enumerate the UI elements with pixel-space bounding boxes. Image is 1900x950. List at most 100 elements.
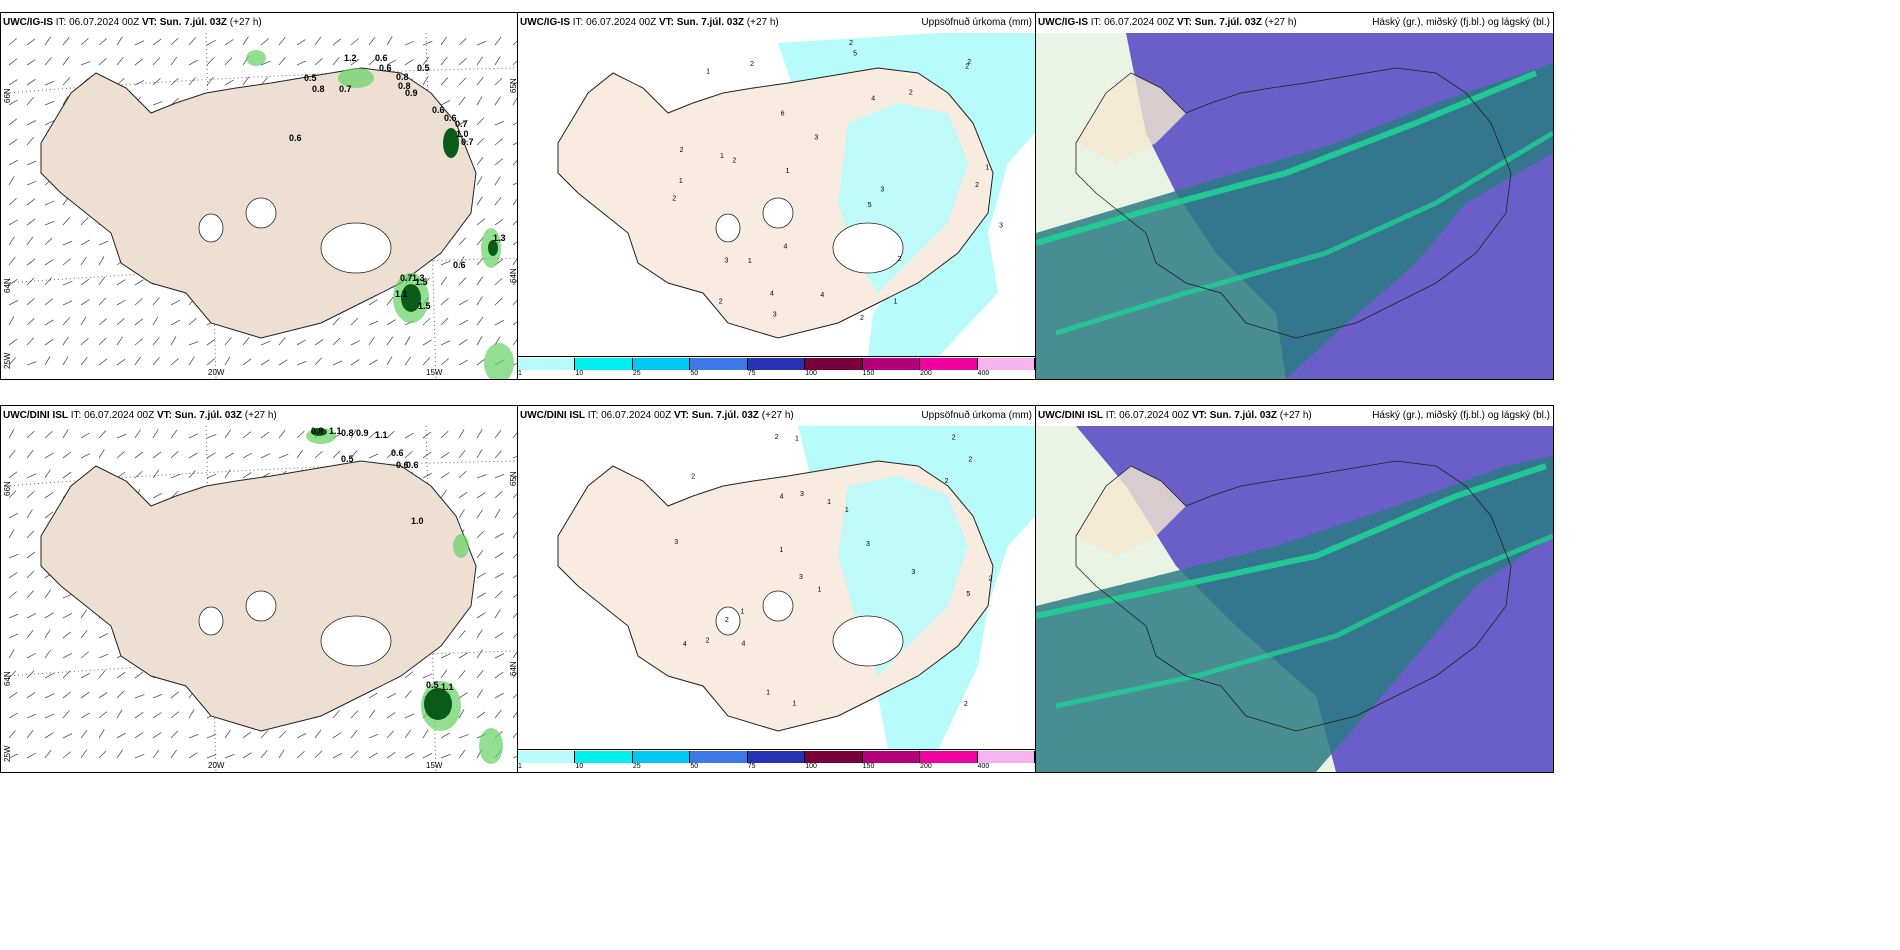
wind-barb [404, 713, 415, 719]
wind-barb [44, 80, 55, 86]
wind-barb [458, 319, 468, 326]
map-area[interactable]: 2 3 2 4 1 3 2 1 5 2 1 3 2 4 1 2 3 1 2 2 1 4 3 1 2 1 [518, 426, 1035, 750]
wind-barb [476, 56, 483, 66]
wind-barb [26, 318, 35, 326]
wind-barb [494, 671, 504, 679]
precip-value-label: 1 [817, 587, 821, 594]
wind-barb [26, 218, 36, 226]
wind-barb [296, 733, 307, 739]
map-area[interactable] [1036, 426, 1553, 772]
wind-barb [512, 711, 517, 719]
precip-value-label: 2 [775, 434, 779, 441]
precip-value-label: 1 [679, 178, 683, 185]
wind-barb [386, 59, 396, 66]
colorbar: 1 10 25 50 75 100 150 200 400 [518, 749, 1035, 772]
wind-barb [440, 340, 451, 346]
wind-barb [332, 57, 340, 66]
wind-barb [332, 450, 341, 459]
wind-barb [26, 258, 36, 266]
lat-tick-66n: 66N [3, 481, 12, 496]
wind-barb [476, 572, 486, 579]
lon-tick-20w: 20W [208, 761, 225, 770]
wind-barb [404, 59, 414, 66]
wind-value-label: 1.3 [493, 233, 506, 243]
wind-barb [332, 752, 343, 759]
wind-barb [368, 709, 376, 719]
wind-barb [422, 76, 429, 86]
wind-barb [494, 319, 505, 326]
wind-barb [278, 749, 285, 759]
wind-value-label: 0.6 [289, 133, 302, 143]
wind-barb [26, 509, 33, 519]
wind-barb [80, 432, 90, 439]
wind-barb [422, 472, 432, 479]
wind-barb [44, 713, 55, 719]
wind-barb [368, 336, 375, 346]
colorbar-swatch [747, 358, 806, 370]
cloud-map-svg [1036, 33, 1553, 379]
map-area[interactable] [1036, 33, 1553, 379]
wind-barb [62, 593, 73, 599]
wind-barb [62, 77, 71, 86]
colorbar-cells [518, 751, 1035, 763]
wind-barb [26, 361, 37, 366]
wind-value-label: 0.6 [379, 63, 392, 73]
wind-barb [8, 139, 18, 146]
wind-barb [116, 433, 127, 439]
wind-barb [512, 693, 517, 699]
wind-barb [350, 750, 359, 759]
wind-barb [476, 176, 483, 186]
wind-barb [260, 340, 271, 346]
colorbar-swatch [518, 358, 576, 370]
precip-value-label: 2 [719, 299, 723, 306]
wind-barb [404, 690, 412, 699]
wind-barb [494, 572, 504, 579]
precip-value-label: 3 [674, 539, 678, 546]
wind-barb [512, 60, 517, 66]
precip-value-label: 4 [741, 641, 745, 648]
wind-value-label: 0.8 [311, 426, 324, 436]
wind-barb [98, 449, 105, 459]
wind-barb [134, 80, 145, 86]
wind-barb [170, 98, 179, 106]
wind-barb [152, 316, 159, 326]
wind-barb [62, 300, 73, 306]
precip-value-label: 2 [964, 701, 968, 708]
wind-barb [458, 749, 466, 759]
wind-barb [98, 430, 107, 439]
map-area[interactable]: 1.2 0.6 0.5 0.6 0.5 0.8 0.7 0.8 0.8 0.9 0.6 0.6 0.7 1… [1, 33, 517, 379]
wind-barb [98, 276, 106, 286]
init-time: 06.07.2024 00Z [1119, 410, 1190, 421]
wind-barb [458, 119, 468, 126]
wind-barb [458, 299, 468, 306]
model-name: UWC/IG-IS [1038, 17, 1088, 28]
wind-barb [242, 431, 251, 439]
wind-barb [386, 451, 395, 459]
lat-tick-65n-right: 65N [509, 471, 518, 486]
wind-barb [422, 431, 432, 439]
wind-barb [152, 451, 162, 459]
wind-barb [458, 359, 468, 366]
wind-barb [494, 120, 505, 126]
valid-time: Sun. 7.júl. 03Z [159, 17, 227, 28]
wind-barb [44, 491, 54, 499]
wind-barb [476, 492, 486, 499]
map-area[interactable]: 0.8 1.1 0.8 0.9 1.1 0.5 0.6 0.6 0.6 1.0 0.5 1.1 [1, 426, 517, 772]
wind-barb [44, 220, 55, 226]
colorbar-label: 50 [690, 763, 699, 770]
wind-barb [494, 277, 503, 286]
wind-barb [386, 730, 395, 739]
wind-barb [188, 59, 198, 66]
wind-barb [476, 592, 486, 599]
precip-value-label: 2 [725, 617, 729, 624]
wind-barb [458, 256, 465, 266]
wind-barb [116, 732, 126, 739]
wind-barb [8, 38, 17, 46]
wind-barb [296, 449, 304, 459]
wind-barb [224, 57, 233, 66]
wind-barb [8, 198, 17, 206]
wind-barb [278, 730, 287, 739]
wind-barb [476, 449, 483, 459]
